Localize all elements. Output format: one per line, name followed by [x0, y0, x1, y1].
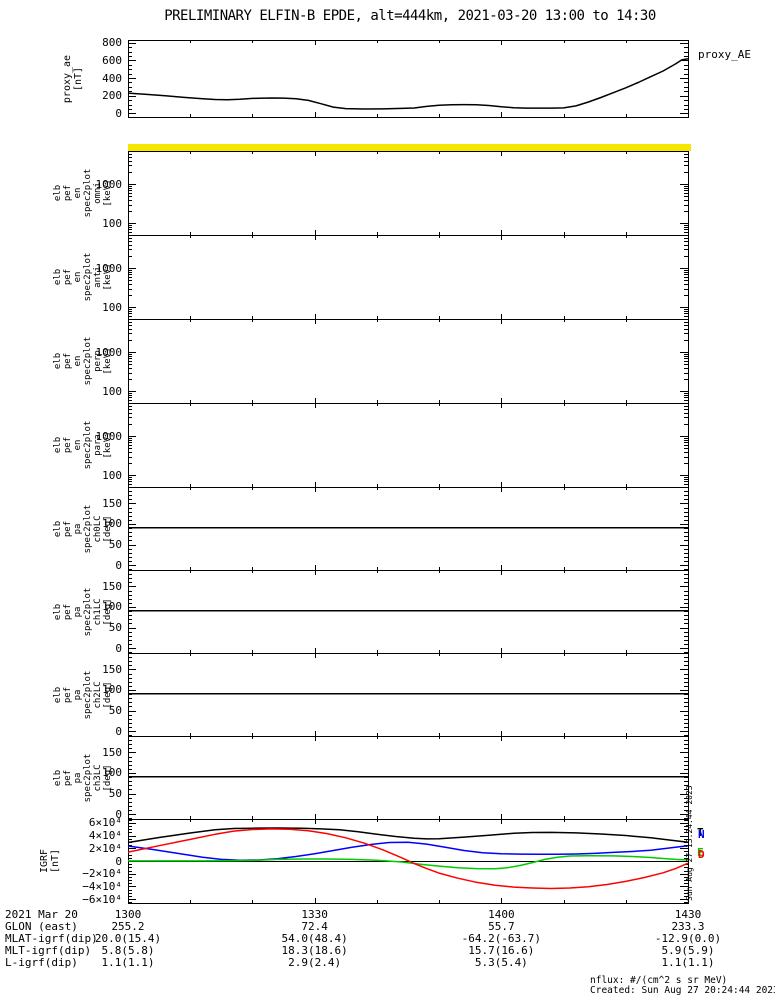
row-label-mlat: MLAT-igrf(dip)	[5, 932, 98, 945]
y-tick-label-anti: 1000	[95, 261, 123, 275]
y-tick-label-anti: 100	[102, 300, 122, 314]
y-tick-label-ch0lc: 50	[108, 538, 122, 552]
y-tick-label-ch3lc: 100	[102, 766, 122, 780]
y-tick-label-perp: 100	[102, 384, 122, 398]
panel-ylabel-text: elb pef en spec2plot omni [keV]	[53, 168, 113, 218]
side-timestamp: Sun Aug 27 13:24:44 2023	[685, 785, 694, 901]
panel-ylabel-text: IGRF [nT]	[39, 848, 61, 874]
y-tick-label-proxy_ae: 800	[102, 36, 122, 50]
table-cell-0-0: 255.2	[111, 920, 145, 933]
y-tick-label-igrf: 0	[115, 854, 122, 868]
y-tick-label-ch1lc: 0	[115, 641, 122, 655]
table-cell-2-0: 5.8(5.8)	[101, 944, 155, 957]
y-tick-label-igrf: −2×10⁴	[82, 867, 122, 881]
proxy-ae-right-label: proxy_AE	[698, 48, 751, 61]
time-tick-label: 1330	[301, 908, 328, 921]
igrf-legend-N: N	[698, 828, 705, 841]
y-tick-label-ch2lc: 0	[115, 724, 122, 738]
table-cell-3-2: 5.3(5.4)	[474, 956, 528, 969]
y-tick-label-omni: 1000	[95, 177, 123, 191]
y-tick-label-igrf: −4×10⁴	[82, 879, 122, 893]
panel-ylabel-text: proxy_ae [nT]	[62, 54, 84, 103]
y-tick-label-ch2lc: 150	[102, 662, 122, 676]
table-cell-2-1: 18.3(18.6)	[281, 944, 348, 957]
table-cell-0-3: 233.3	[671, 920, 705, 933]
y-tick-label-proxy_ae: 0	[115, 106, 122, 120]
time-tick-label: 1300	[114, 908, 142, 921]
table-cell-1-0: 20.0(15.4)	[94, 932, 162, 945]
y-tick-label-ch2lc: 50	[108, 704, 122, 718]
table-cell-1-3: -12.9(0.0)	[654, 932, 722, 945]
y-tick-label-ch2lc: 100	[102, 683, 122, 697]
table-cell-3-1: 2.9(2.4)	[288, 956, 342, 969]
panel-ylabel-text: elb pef en spec2plot para [keV]	[53, 420, 113, 470]
panel-ylabel-text: elb pef pa spec2plot ch0LC [deg]	[53, 504, 113, 553]
table-cell-0-1: 72.4	[301, 920, 328, 933]
y-tick-label-ch0lc: 0	[115, 558, 122, 572]
flux-units-note: nflux: #/(cm^2 s sr MeV)	[590, 975, 728, 986]
y-tick-label-proxy_ae: 400	[102, 71, 122, 85]
panel-ylabel-text: elb pef en spec2plot anti [keV]	[53, 252, 113, 302]
panel-ylabel-text: elb pef pa spec2plot ch1LC [deg]	[53, 587, 113, 636]
table-cell-2-2: 15.7(16.6)	[468, 944, 535, 957]
y-tick-label-igrf: 6×10⁴	[88, 816, 122, 830]
row-label-l: L-igrf(dip)	[5, 956, 78, 969]
y-tick-label-para: 1000	[95, 429, 123, 443]
y-tick-label-ch3lc: 150	[102, 745, 122, 759]
plot-title: PRELIMINARY ELFIN-B EPDE, alt=444km, 202…	[164, 8, 656, 24]
created-note: Created: Sun Aug 27 20:24:44 2023	[590, 985, 775, 996]
igrf-legend-D: D	[698, 848, 705, 861]
table-cell-3-0: 1.1(1.1)	[101, 956, 155, 969]
table-cell-3-3: 1.1(1.1)	[661, 956, 715, 969]
y-tick-label-ch1lc: 100	[102, 600, 122, 614]
panel-ylabel-text: elb pef pa spec2plot ch3LC [deg]	[53, 753, 113, 802]
y-tick-label-igrf: −6×10⁴	[82, 892, 122, 906]
y-tick-label-ch1lc: 150	[102, 579, 122, 593]
table-cell-0-2: 55.7	[488, 920, 515, 933]
y-tick-label-igrf: 2×10⁴	[88, 841, 122, 855]
row-label-glon: GLON (east)	[5, 920, 78, 933]
time-tick-label: 1430	[674, 908, 702, 921]
y-tick-label-proxy_ae: 600	[102, 53, 122, 67]
table-cell-1-2: -64.2(-63.7)	[461, 932, 542, 945]
y-tick-label-ch1lc: 50	[108, 621, 122, 635]
igrf-legend-T: T	[697, 826, 704, 839]
table-cell-1-1: 54.0(48.4)	[281, 932, 348, 945]
y-tick-label-para: 100	[102, 468, 122, 482]
y-tick-label-ch3lc: 0	[115, 807, 122, 821]
row-label-mlt: MLT-igrf(dip)	[5, 944, 92, 957]
time-tick-label: 1400	[488, 908, 515, 921]
y-tick-label-ch0lc: 100	[102, 517, 122, 531]
date-label: 2021 Mar 20	[5, 908, 78, 921]
y-tick-label-igrf: 4×10⁴	[88, 829, 122, 843]
y-tick-label-proxy_ae: 200	[102, 89, 122, 103]
igrf-legend-E: E	[697, 846, 704, 859]
y-tick-label-ch0lc: 150	[102, 496, 122, 510]
y-tick-label-perp: 1000	[95, 345, 123, 359]
y-tick-label-omni: 100	[102, 216, 122, 230]
panel-ylabel-text: elb pef en spec2plot perp [keV]	[53, 336, 113, 386]
y-tick-label-ch3lc: 50	[108, 787, 122, 801]
panel-ylabel-text: elb pef pa spec2plot ch2LC [deg]	[53, 670, 113, 719]
table-cell-2-3: 5.9(5.9)	[661, 944, 715, 957]
